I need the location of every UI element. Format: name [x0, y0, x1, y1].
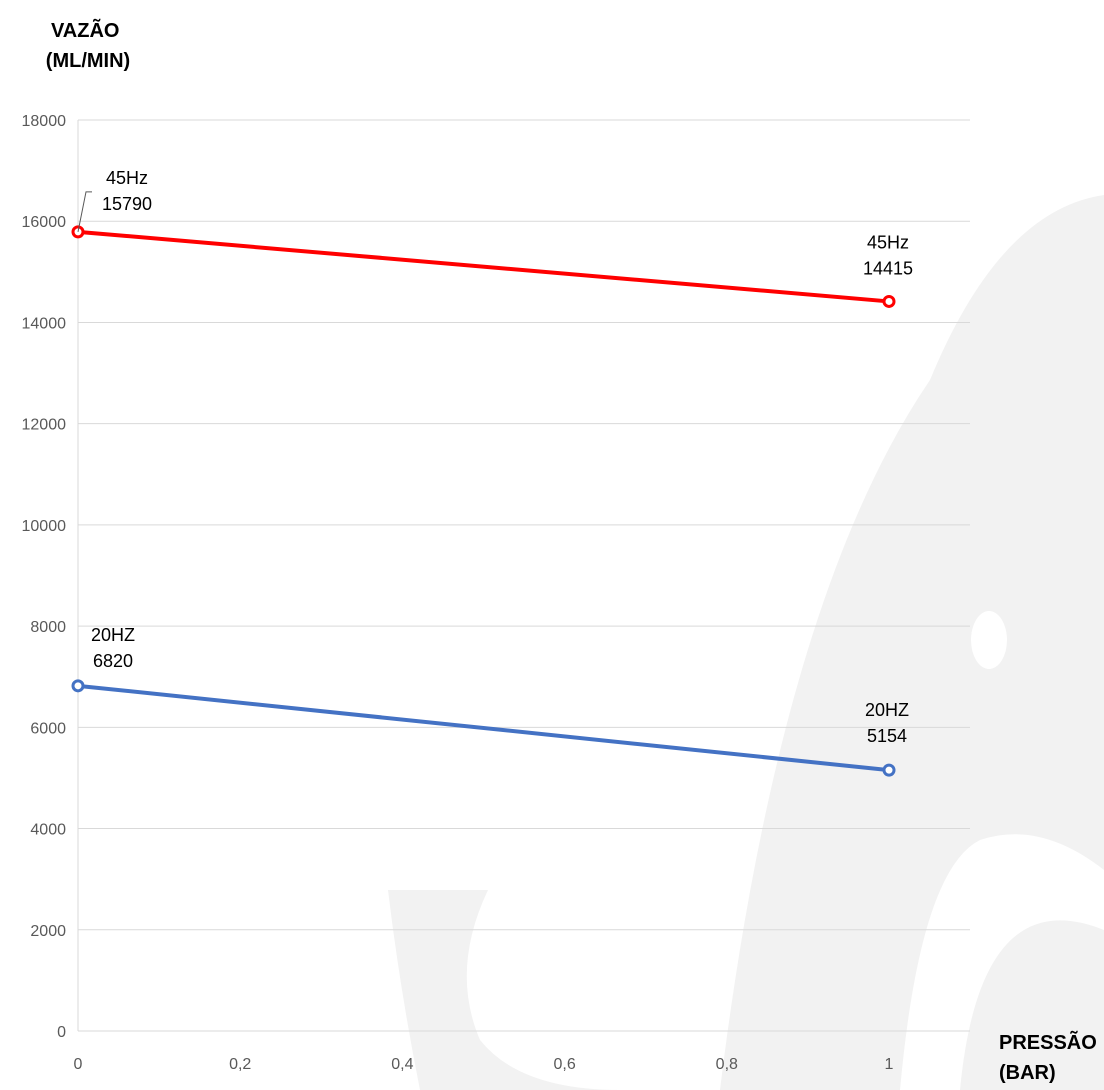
x-tick-label: 0,4 — [391, 1056, 413, 1073]
x-tick-label: 0,6 — [553, 1056, 575, 1073]
data-label: 15790 — [102, 194, 152, 214]
y-tick-label: 14000 — [22, 315, 67, 332]
y-tick-label: 16000 — [22, 214, 67, 231]
data-label: 45Hz — [867, 232, 909, 252]
y-tick-label: 10000 — [22, 518, 67, 535]
y-axis-title-line-2: (ML/MIN) — [46, 50, 130, 72]
x-tick-label: 0 — [74, 1056, 83, 1073]
data-labels: 45Hz 15790 45Hz 14415 20HZ 6820 20HZ 5154 — [77, 168, 913, 746]
x-axis-title-line-2: (BAR) — [999, 1062, 1056, 1084]
y-axis-title-line-1: VAZÃO — [51, 19, 120, 42]
data-label: 14415 — [863, 258, 913, 278]
y-axis-title: VAZÃO (ML/MIN) — [46, 19, 130, 72]
data-label: 20HZ — [91, 625, 135, 645]
x-axis-title-line-1: PRESSÃO — [999, 1031, 1097, 1054]
data-point-marker — [882, 763, 896, 777]
x-axis-title: PRESSÃO (BAR) — [999, 1031, 1102, 1084]
y-axis-ticks: 0 2000 4000 6000 8000 10000 12000 14000 16000 180… — [22, 113, 67, 1041]
y-tick-label: 4000 — [30, 822, 66, 839]
data-label-leader — [77, 191, 92, 232]
axes — [77, 120, 970, 1032]
x-axis-ticks: 0 0,2 0,4 0,6 0,8 1 — [74, 1056, 894, 1073]
y-tick-label: 18000 — [22, 113, 67, 130]
data-point-marker — [71, 679, 85, 693]
y-tick-label: 0 — [57, 1024, 66, 1041]
data-label: 6820 — [93, 651, 133, 671]
data-point-marker — [882, 294, 896, 308]
series-line — [76, 683, 891, 773]
x-tick-label: 1 — [885, 1056, 894, 1073]
watermark-logo — [388, 195, 1104, 1090]
gridlines — [78, 119, 970, 931]
data-label: 5154 — [867, 726, 907, 746]
series-line — [76, 229, 891, 304]
series-group — [71, 225, 896, 777]
y-tick-label: 6000 — [30, 720, 66, 737]
x-tick-label: 0,8 — [716, 1056, 738, 1073]
y-tick-label: 12000 — [22, 417, 67, 434]
data-label: 20HZ — [865, 700, 909, 720]
data-label: 45Hz — [106, 168, 148, 188]
y-tick-label: 2000 — [30, 923, 66, 940]
x-tick-label: 0,2 — [229, 1056, 251, 1073]
y-tick-label: 8000 — [30, 619, 66, 636]
